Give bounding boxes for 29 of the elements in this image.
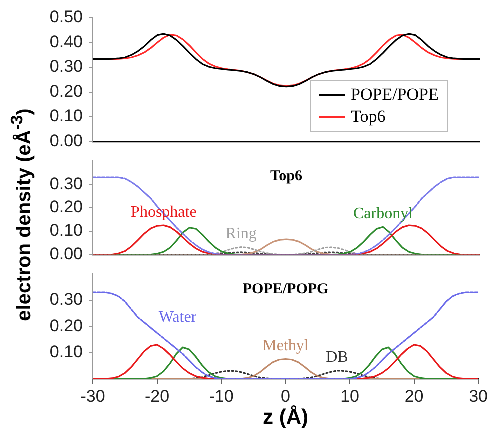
text: Top6 [270, 168, 303, 185]
y-tick-label: 0.30 [50, 57, 83, 76]
x-tick-label: 30 [469, 386, 488, 406]
legend-label: POPE/POPE [351, 84, 439, 106]
y-tick-label: 0.20 [50, 82, 83, 101]
x-tick-label: 0 [281, 386, 291, 406]
series-label: Ring [226, 226, 257, 243]
x-tick-label: -30 [80, 386, 106, 406]
x-tick-label: 10 [340, 386, 360, 406]
x-tick-label: 20 [404, 386, 424, 406]
y-tick-label: 0.40 [50, 32, 83, 52]
series-label: Water [158, 309, 198, 326]
legend-label: Top6 [351, 106, 386, 128]
x-tick-label: -20 [144, 386, 170, 406]
series-label: Methyl [262, 338, 310, 355]
y-tick-label: 0.30 [50, 174, 83, 194]
y-tick-label: 0.10 [50, 342, 83, 362]
y-tick-label: 0.20 [50, 198, 83, 217]
y-tick-label: 0.00 [50, 131, 83, 150]
y-tick-label: 0.30 [50, 290, 83, 310]
y-tick-label: 0.00 [50, 244, 83, 264]
y-tick-label: 0.50 [50, 8, 83, 27]
y-tick-label: 0.10 [50, 221, 83, 240]
text: POPE/POPG [242, 282, 330, 298]
series-label: DB [326, 349, 348, 366]
x-axis-title: z (Å) [263, 405, 309, 430]
y-tick-label: 0.10 [50, 106, 83, 126]
y-tick-label: 0.20 [50, 316, 83, 336]
x-tick-label: -10 [209, 386, 234, 406]
